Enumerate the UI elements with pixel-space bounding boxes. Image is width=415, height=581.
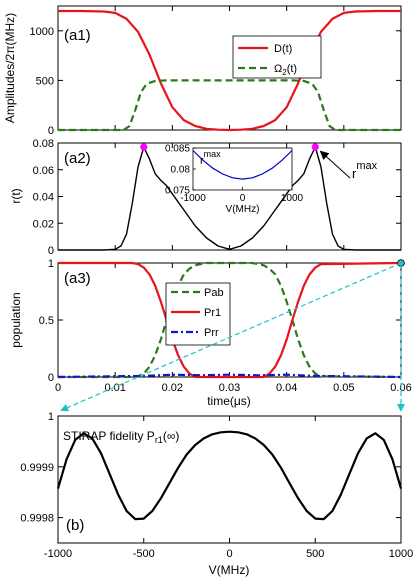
legend: Pab Pr1 Prr bbox=[165, 282, 231, 346]
inset-y-tick-label: 0.075 bbox=[165, 186, 190, 197]
legend: D(t) Ω2(t) bbox=[232, 35, 322, 79]
panel-title: STIRAP fidelity Pr1(∞) bbox=[63, 429, 179, 445]
inset-series-line bbox=[192, 150, 293, 180]
series-line bbox=[58, 261, 402, 379]
legend-label: Pab bbox=[204, 287, 224, 299]
inset-x-tick-label: 0 bbox=[240, 193, 246, 204]
x-tick-label: 500 bbox=[306, 548, 324, 560]
x-tick-label: 1000 bbox=[389, 548, 413, 560]
y-tick-label: 0.02 bbox=[33, 218, 54, 230]
legend-label: Ω2(t) bbox=[274, 63, 297, 77]
x-tick-label: -1000 bbox=[44, 548, 72, 560]
annotation-arrow bbox=[319, 150, 351, 179]
series-line bbox=[57, 373, 402, 379]
connector-line bbox=[60, 262, 402, 412]
series-line bbox=[58, 146, 401, 251]
y-tick-label: 0 bbox=[48, 125, 54, 137]
x-tick-label: 0.03 bbox=[219, 382, 240, 394]
inset-x-axis-label: V(MHz) bbox=[226, 204, 260, 215]
y-axis-label: population bbox=[9, 292, 23, 347]
inset-y-tick-label: 0.08 bbox=[171, 165, 191, 176]
x-tick-label: 0.04 bbox=[276, 382, 297, 394]
x-axis-label: V(MHz) bbox=[209, 563, 250, 577]
panel-b: 0.9998 0.9999 1 -1000 -500 0 500 1000 (b) V(MHz) S… bbox=[20, 411, 413, 577]
x-tick-label: 0 bbox=[55, 382, 61, 394]
series-line bbox=[58, 261, 402, 379]
legend-box bbox=[165, 282, 231, 346]
peak-marker bbox=[140, 143, 148, 151]
panel-label: (a1) bbox=[64, 27, 91, 44]
panel-label: (a2) bbox=[64, 150, 91, 167]
x-axis-label: time(μs) bbox=[207, 394, 251, 408]
legend-label: Pr1 bbox=[204, 307, 221, 319]
legend-label: Prr bbox=[204, 327, 219, 339]
inset-y-tick-label: 0.085 bbox=[165, 144, 190, 155]
peak-marker bbox=[311, 143, 319, 151]
y-tick-label: 0.08 bbox=[33, 138, 54, 150]
y-tick-label: 0.06 bbox=[33, 165, 54, 177]
panel-label: (b) bbox=[66, 517, 84, 534]
legend-label: D(t) bbox=[274, 43, 292, 55]
x-tick-label: 0 bbox=[226, 548, 232, 560]
y-tick-label: 0.04 bbox=[33, 192, 54, 204]
y-axis-label: Amplitudes/2π(MHz) bbox=[3, 13, 17, 123]
panel-a2: 00.020.040.060.08(a2)r(t)rmax0.0750.080.… bbox=[9, 138, 402, 257]
x-tick-label: 0.05 bbox=[333, 382, 354, 394]
panel-a1: 0 500 1000 (a1) Amplitudes/2π(MHz) D(t) Ω2(t) bbox=[3, 5, 402, 137]
panel-label: (a3) bbox=[64, 270, 91, 287]
series-line bbox=[56, 430, 403, 521]
y-tick-label: 1 bbox=[48, 411, 54, 423]
panel-a3: 00.510 0.01 0.02 0.03 0.04 0.05 0.06(a3)popula… bbox=[9, 258, 412, 408]
inset-x-tick-label: 1000 bbox=[281, 193, 304, 204]
y-tick-label: 1 bbox=[48, 258, 54, 270]
series-line bbox=[58, 79, 401, 132]
plot-frame bbox=[57, 5, 402, 131]
plot-frame bbox=[57, 415, 402, 544]
x-tick-label: 0.01 bbox=[104, 382, 125, 394]
legend-box bbox=[232, 35, 322, 79]
series-line bbox=[58, 9, 401, 132]
x-tick-label: 0.02 bbox=[162, 382, 183, 394]
inset-frame bbox=[192, 147, 293, 191]
y-tick-label: 0 bbox=[48, 245, 54, 257]
y-tick-label: 500 bbox=[36, 75, 54, 87]
y-tick-label: 0.9998 bbox=[20, 513, 54, 525]
y-tick-label: 0.5 bbox=[39, 315, 54, 327]
y-tick-label: 1000 bbox=[30, 26, 54, 38]
y-tick-label: 0.9999 bbox=[20, 462, 54, 474]
inset-x-tick-label: -1000 bbox=[180, 193, 206, 204]
y-tick-label: 0 bbox=[48, 372, 54, 384]
y-axis-label: r(t) bbox=[9, 188, 23, 203]
x-tick-label: -500 bbox=[133, 548, 155, 560]
